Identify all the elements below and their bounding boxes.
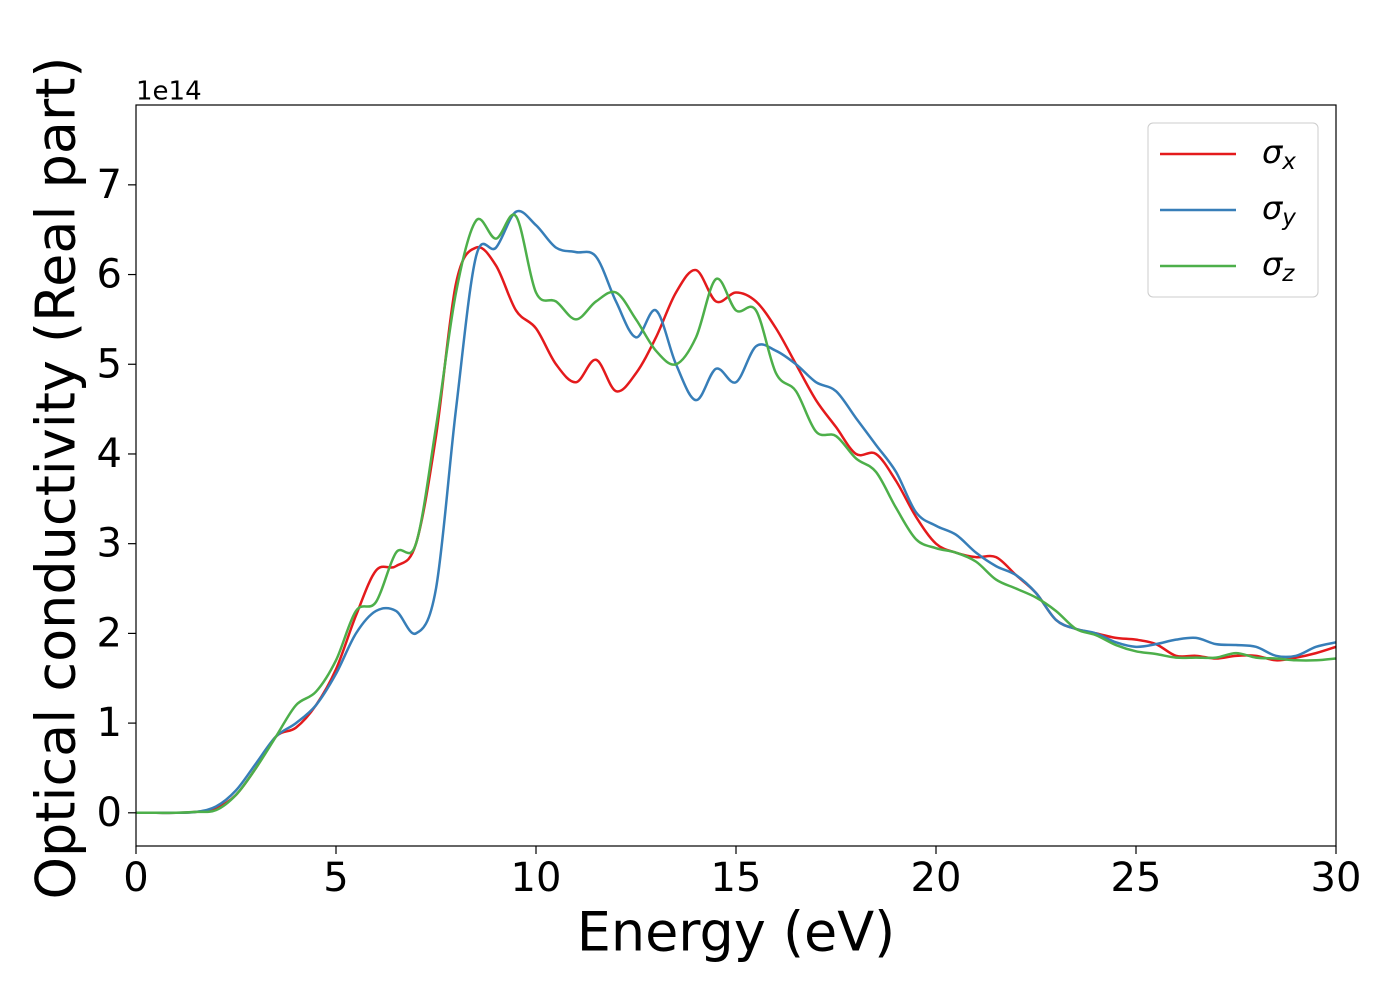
x-tick-label: 5 (323, 855, 348, 901)
x-tick-label: 0 (123, 855, 148, 901)
y-tick-label: 6 (97, 252, 122, 298)
x-tick-label: 25 (1111, 855, 1162, 901)
x-tick-label: 20 (911, 855, 962, 901)
plot-frame (135, 104, 1337, 847)
x-tick-label: 10 (511, 855, 562, 901)
series-line (136, 245, 1336, 815)
y-axis-label: Optical conductivity (Real part) (25, 57, 88, 900)
legend-label: σx (1262, 133, 1296, 175)
series-line (136, 213, 1336, 815)
y-offset-text: 1e14 (136, 77, 202, 107)
y-tick-label: 5 (97, 341, 122, 387)
y-tick-label: 1 (97, 700, 122, 746)
series-line (136, 209, 1336, 815)
y-tick-label: 4 (97, 431, 122, 477)
y-tick-label: 0 (97, 790, 122, 836)
legend-label: σz (1262, 245, 1295, 287)
x-tick-label: 15 (711, 855, 762, 901)
y-tick-label: 2 (97, 610, 122, 656)
y-tick-label: 7 (97, 162, 122, 208)
x-tick-label: 30 (1311, 855, 1362, 901)
y-tick-label: 3 (97, 521, 122, 567)
x-axis-label: Energy (eV) (577, 901, 896, 964)
legend-label: σy (1262, 189, 1296, 231)
